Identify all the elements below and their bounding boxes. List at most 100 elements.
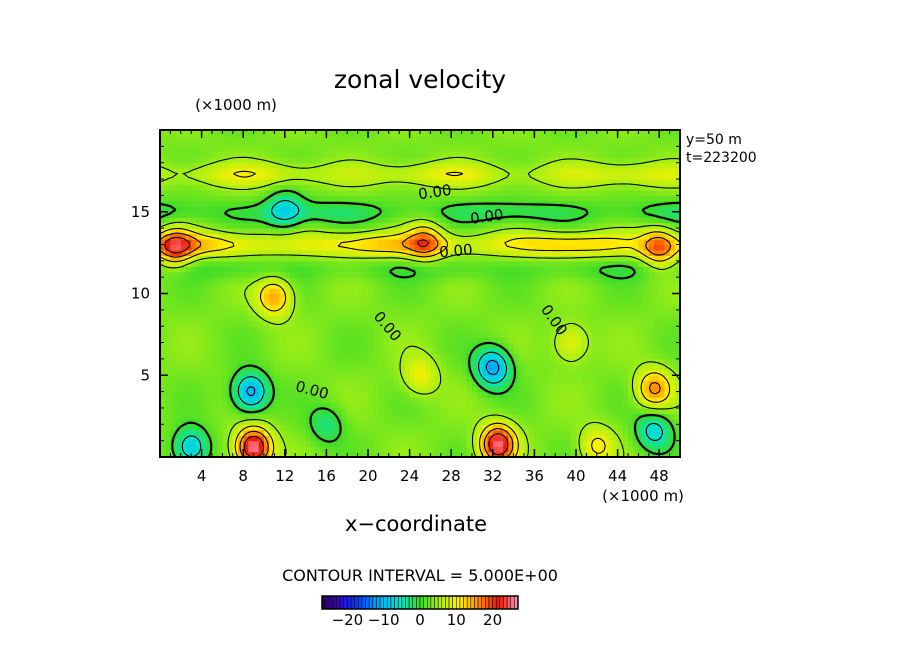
- heatmap-cell: [222, 402, 229, 409]
- heatmap-cell: [399, 342, 405, 349]
- heatmap-cell: [331, 298, 338, 305]
- heatmap-cell: [331, 424, 338, 431]
- heatmap-cell: [529, 435, 535, 442]
- heatmap-cell: [284, 413, 291, 420]
- heatmap-cell: [248, 140, 255, 147]
- heatmap-cell: [513, 277, 520, 284]
- heatmap-cell: [487, 228, 494, 235]
- heatmap-cell: [544, 282, 551, 289]
- heatmap-cell: [243, 451, 249, 457]
- heatmap-cell: [212, 189, 218, 196]
- heatmap-cell: [357, 331, 364, 338]
- heatmap-cell: [300, 157, 307, 164]
- heatmap-cell: [503, 260, 509, 267]
- heatmap-cell: [529, 364, 535, 371]
- heatmap-cell: [373, 435, 379, 442]
- heatmap-cell: [160, 440, 166, 447]
- heatmap-cell: [331, 179, 338, 186]
- heatmap-cell: [352, 309, 359, 316]
- heatmap-cell: [264, 277, 270, 284]
- heatmap-cell: [560, 418, 567, 425]
- heatmap-cell: [206, 135, 213, 142]
- heatmap-cell: [534, 413, 541, 420]
- heatmap-cell: [414, 189, 421, 196]
- heatmap-cell: [284, 249, 291, 256]
- heatmap-cell: [513, 189, 520, 196]
- heatmap-cell: [487, 260, 494, 267]
- heatmap-cell: [487, 391, 494, 398]
- heatmap-cell: [248, 413, 255, 420]
- heatmap-cell: [279, 446, 286, 453]
- heatmap-cell: [440, 358, 447, 365]
- heatmap-cell: [186, 228, 192, 235]
- heatmap-cell: [435, 293, 442, 300]
- heatmap-cell: [212, 200, 218, 207]
- heatmap-cell: [446, 151, 452, 158]
- heatmap-cell: [274, 233, 281, 240]
- heatmap-cell: [508, 358, 515, 365]
- heatmap-cell: [425, 315, 431, 322]
- heatmap-cell: [581, 179, 587, 186]
- heatmap-cell: [544, 364, 551, 371]
- heatmap-cell: [217, 304, 223, 311]
- heatmap-cell: [326, 380, 333, 387]
- heatmap-cell: [560, 309, 567, 316]
- heatmap-cell: [534, 244, 541, 251]
- heatmap-cell: [451, 320, 457, 327]
- heatmap-cell: [414, 375, 421, 382]
- heatmap-cell: [440, 391, 447, 398]
- heatmap-cell: [586, 162, 593, 169]
- heatmap-cell: [414, 418, 421, 425]
- heatmap-cell: [425, 440, 431, 447]
- heatmap-cell: [534, 222, 541, 229]
- heatmap-cell: [321, 222, 327, 229]
- heatmap-cell: [352, 271, 359, 278]
- heatmap-cell: [409, 249, 416, 256]
- heatmap-cell: [342, 249, 348, 256]
- heatmap-cell: [430, 391, 437, 398]
- heatmap-cell: [347, 337, 353, 344]
- heatmap-cell: [232, 326, 239, 333]
- heatmap-cell: [414, 151, 421, 158]
- heatmap-cell: [570, 189, 577, 196]
- heatmap-cell: [321, 358, 327, 365]
- heatmap-cell: [227, 337, 234, 344]
- heatmap-cell: [394, 326, 400, 333]
- heatmap-cell: [555, 446, 561, 453]
- heatmap-cell: [560, 331, 567, 338]
- heatmap-cell: [544, 162, 551, 169]
- heatmap-cell: [352, 277, 359, 284]
- heatmap-cell: [284, 146, 291, 153]
- heatmap-cell: [290, 195, 296, 202]
- heatmap-cell: [503, 440, 509, 447]
- heatmap-cell: [258, 140, 265, 147]
- heatmap-cell: [217, 255, 223, 262]
- heatmap-cell: [581, 244, 587, 251]
- heatmap-cell: [357, 358, 364, 365]
- heatmap-cell: [456, 222, 463, 229]
- heatmap-cell: [206, 424, 213, 431]
- heatmap-cell: [409, 397, 416, 404]
- heatmap-cell: [555, 402, 561, 409]
- heatmap-cell: [217, 315, 223, 322]
- heatmap-cell: [165, 293, 171, 300]
- heatmap-cell: [513, 440, 520, 447]
- heatmap-cell: [570, 271, 577, 278]
- heatmap-cell: [550, 184, 556, 191]
- heatmap-cell: [305, 157, 312, 164]
- heatmap-cell: [472, 244, 478, 251]
- heatmap-cell: [451, 413, 457, 420]
- heatmap-cell: [264, 222, 270, 229]
- heatmap-cell: [295, 200, 301, 207]
- heatmap-cell: [331, 369, 338, 376]
- heatmap-cell: [466, 157, 473, 164]
- heatmap-cell: [388, 260, 395, 267]
- heatmap-cell: [472, 151, 478, 158]
- heatmap-cell: [461, 222, 468, 229]
- heatmap-cell: [430, 407, 437, 414]
- heatmap-cell: [477, 304, 483, 311]
- heatmap-cell: [352, 337, 359, 344]
- heatmap-cell: [576, 140, 582, 147]
- heatmap-cell: [534, 353, 541, 360]
- heatmap-cell: [472, 429, 478, 436]
